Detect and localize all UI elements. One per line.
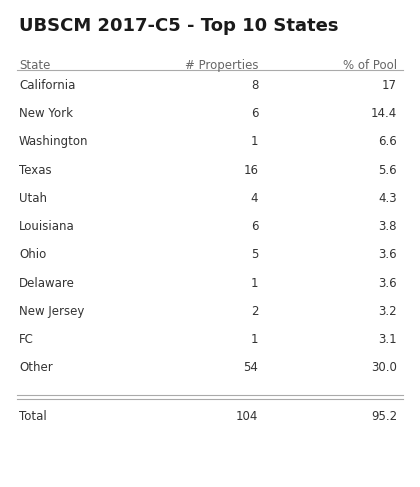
- Text: 5.6: 5.6: [378, 164, 397, 177]
- Text: New York: New York: [19, 107, 73, 120]
- Text: New Jersey: New Jersey: [19, 305, 84, 318]
- Text: 3.6: 3.6: [378, 277, 397, 290]
- Text: 30.0: 30.0: [371, 361, 397, 375]
- Text: 1: 1: [251, 277, 258, 290]
- Text: 16: 16: [243, 164, 258, 177]
- Text: % of Pool: % of Pool: [343, 59, 397, 73]
- Text: 95.2: 95.2: [371, 410, 397, 423]
- Text: 54: 54: [244, 361, 258, 375]
- Text: Other: Other: [19, 361, 52, 375]
- Text: Washington: Washington: [19, 135, 88, 149]
- Text: 6.6: 6.6: [378, 135, 397, 149]
- Text: State: State: [19, 59, 50, 73]
- Text: FC: FC: [19, 333, 34, 346]
- Text: 3.8: 3.8: [378, 220, 397, 233]
- Text: Delaware: Delaware: [19, 277, 75, 290]
- Text: Utah: Utah: [19, 192, 47, 205]
- Text: Louisiana: Louisiana: [19, 220, 75, 233]
- Text: Ohio: Ohio: [19, 248, 46, 262]
- Text: 2: 2: [251, 305, 258, 318]
- Text: 6: 6: [251, 107, 258, 120]
- Text: 6: 6: [251, 220, 258, 233]
- Text: 8: 8: [251, 79, 258, 92]
- Text: 3.2: 3.2: [378, 305, 397, 318]
- Text: 4.3: 4.3: [378, 192, 397, 205]
- Text: 14.4: 14.4: [371, 107, 397, 120]
- Text: 104: 104: [236, 410, 258, 423]
- Text: 3.6: 3.6: [378, 248, 397, 262]
- Text: 1: 1: [251, 135, 258, 149]
- Text: # Properties: # Properties: [185, 59, 258, 73]
- Text: Total: Total: [19, 410, 47, 423]
- Text: 3.1: 3.1: [378, 333, 397, 346]
- Text: 4: 4: [251, 192, 258, 205]
- Text: 1: 1: [251, 333, 258, 346]
- Text: Texas: Texas: [19, 164, 52, 177]
- Text: California: California: [19, 79, 75, 92]
- Text: UBSCM 2017-C5 - Top 10 States: UBSCM 2017-C5 - Top 10 States: [19, 17, 339, 35]
- Text: 5: 5: [251, 248, 258, 262]
- Text: 17: 17: [382, 79, 397, 92]
